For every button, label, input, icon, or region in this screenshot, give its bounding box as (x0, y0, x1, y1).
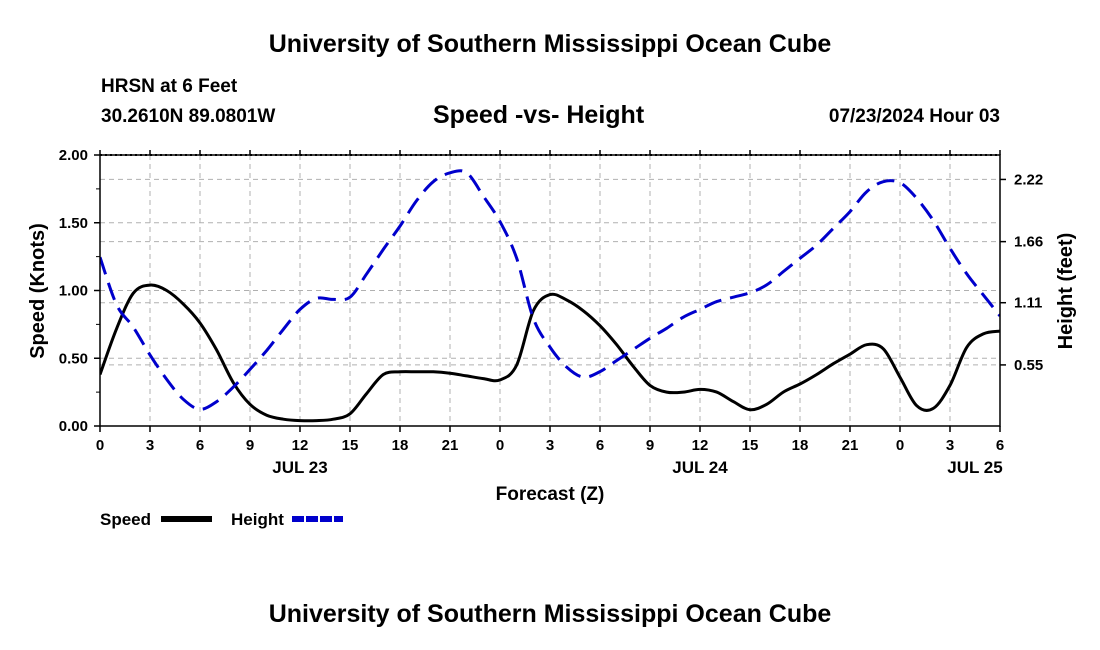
x-tick-label: 6 (996, 437, 1004, 454)
x-tick-label: 3 (546, 437, 554, 454)
x-date-label: JUL 25 (947, 458, 1002, 477)
grid (100, 155, 1000, 426)
speed-height-chart: 0 3 6 9 12 15 18 21 0 3 6 9 12 15 18 21 0 3 6 JUL 23 JUL 24 J… (27, 147, 1077, 529)
chart-title: University of Southern Mississippi Ocean… (268, 30, 832, 58)
y2-tick-label: 1.11 (1014, 295, 1042, 312)
y2-axis-label: Height (feet) (1055, 233, 1077, 350)
footer-title: University of Southern Mississippi Ocean… (268, 600, 832, 628)
station-coords: 30.2610N 89.0801W (101, 106, 276, 127)
axes: 0 3 6 9 12 15 18 21 0 3 6 9 12 15 18 21 0 3 6 JUL 23 JUL 24 J… (59, 147, 1043, 477)
x-tick-label: 9 (246, 437, 254, 454)
series-group (100, 169, 1000, 423)
x-tick-label: 18 (792, 437, 809, 454)
x-tick-label: 3 (946, 437, 954, 454)
chart-subtitle: Speed -vs- Height (433, 101, 645, 129)
y-tick-label: 1.00 (59, 283, 88, 300)
x-tick-label: 21 (442, 437, 459, 454)
y2-tick-label: 0.55 (1014, 357, 1043, 374)
y-tick-label: 0.00 (59, 418, 88, 435)
x-tick-label: 9 (646, 437, 654, 454)
x-tick-label: 0 (96, 437, 104, 454)
x-tick-label: 15 (342, 437, 359, 454)
legend-label-speed: Speed (100, 510, 151, 529)
station-label: HRSN at 6 Feet (101, 76, 238, 97)
y-tick-label: 2.00 (59, 147, 88, 164)
y2-tick-label: 1.66 (1014, 234, 1043, 251)
x-tick-label: 6 (196, 437, 204, 454)
x-tick-label: 15 (742, 437, 759, 454)
height-series-line (100, 169, 1000, 411)
x-tick-label: 3 (146, 437, 154, 454)
x-tick-label: 6 (596, 437, 604, 454)
x-tick-label: 0 (496, 437, 504, 454)
x-tick-label: 18 (392, 437, 409, 454)
y-tick-label: 0.50 (59, 350, 88, 367)
y2-tick-label: 2.22 (1014, 171, 1043, 188)
forecast-datetime: 07/23/2024 Hour 03 (828, 106, 1000, 127)
y-axis-label: Speed (Knots) (27, 223, 49, 359)
x-date-label: JUL 24 (672, 458, 728, 477)
x-date-label: JUL 23 (272, 458, 327, 477)
x-tick-label: 12 (692, 437, 709, 454)
legend-label-height: Height (231, 510, 284, 529)
speed-series-line (100, 283, 1000, 423)
x-tick-label: 12 (292, 437, 309, 454)
x-tick-label: 0 (896, 437, 904, 454)
x-axis-label: Forecast (Z) (496, 484, 605, 505)
y-tick-label: 1.50 (59, 215, 88, 232)
x-tick-label: 21 (842, 437, 859, 454)
legend: Speed Height (100, 510, 343, 529)
